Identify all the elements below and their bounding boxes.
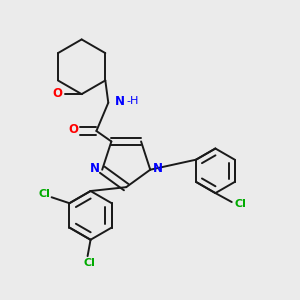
Text: N: N: [153, 162, 163, 175]
Text: Cl: Cl: [234, 200, 246, 209]
Text: -H: -H: [127, 96, 139, 106]
Text: O: O: [68, 123, 79, 136]
Text: N: N: [115, 95, 125, 108]
Text: Cl: Cl: [83, 258, 95, 268]
Text: Cl: Cl: [38, 189, 50, 199]
Text: N: N: [90, 162, 100, 175]
Text: O: O: [52, 87, 62, 100]
